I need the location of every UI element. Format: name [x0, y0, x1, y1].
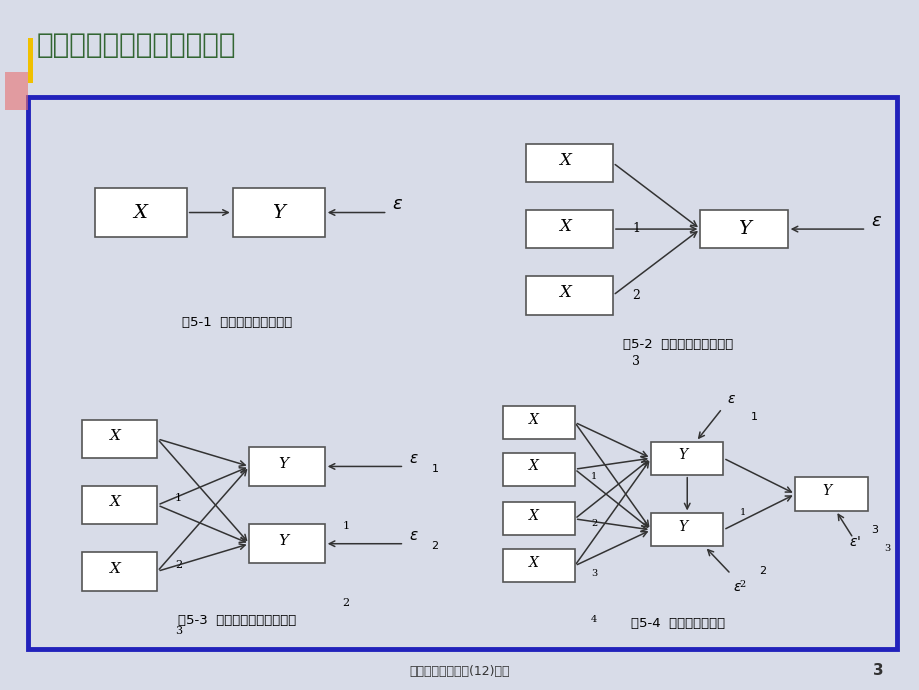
Text: $\varepsilon$: $\varepsilon$ [408, 451, 418, 466]
Text: 2: 2 [591, 519, 596, 528]
Text: X: X [559, 152, 570, 168]
Text: 1: 1 [431, 464, 438, 474]
Bar [502, 406, 574, 439]
Bar [795, 477, 867, 511]
Text: 3: 3 [871, 662, 882, 678]
Bar [525, 210, 612, 248]
Text: 3: 3 [175, 626, 182, 636]
Text: Y: Y [677, 448, 686, 462]
Bar [82, 420, 157, 458]
Text: X: X [110, 429, 120, 443]
Bar [95, 188, 187, 237]
Text: X: X [528, 556, 539, 570]
Text: 2: 2 [431, 542, 438, 551]
Text: 多元线性回归分析(12)课件: 多元线性回归分析(12)课件 [409, 664, 510, 678]
Bar [233, 188, 324, 237]
Bar [82, 552, 157, 591]
Text: X: X [559, 218, 570, 235]
Text: Y: Y [278, 534, 288, 548]
Text: 2: 2 [342, 598, 349, 609]
Text: X: X [110, 495, 120, 509]
Bar [249, 524, 324, 563]
Bar [699, 210, 787, 248]
Text: X: X [528, 413, 539, 426]
Text: 图5-1  一元回归分析路径图: 图5-1 一元回归分析路径图 [182, 317, 291, 329]
Text: 例如：各种回归分析的比较: 例如：各种回归分析的比较 [37, 31, 236, 59]
Bar [525, 276, 612, 315]
Text: 1: 1 [631, 222, 640, 235]
Bar [502, 502, 574, 535]
Text: Y: Y [737, 220, 750, 238]
Text: 图5-4  路径分析路径图: 图5-4 路径分析路径图 [630, 618, 725, 630]
Text: X: X [133, 204, 147, 221]
Text: 4: 4 [591, 615, 596, 624]
Bar [651, 513, 722, 546]
Text: 3: 3 [631, 355, 640, 368]
Text: 3: 3 [883, 544, 890, 553]
Text: 1: 1 [750, 412, 756, 422]
Text: X: X [528, 509, 539, 523]
Bar [525, 144, 612, 182]
Text: 1: 1 [342, 521, 349, 531]
Text: 2: 2 [739, 580, 745, 589]
Text: 1: 1 [175, 493, 182, 504]
Text: 2: 2 [631, 288, 640, 302]
Text: $\varepsilon$: $\varepsilon$ [732, 580, 742, 593]
Text: X: X [110, 562, 120, 575]
Text: $\varepsilon$': $\varepsilon$' [848, 535, 860, 549]
Text: 图5-2  多元回归分析路径图: 图5-2 多元回归分析路径图 [623, 339, 732, 351]
Text: X: X [528, 460, 539, 473]
Text: 2: 2 [175, 560, 182, 570]
Text: 1: 1 [591, 472, 596, 481]
Text: Y: Y [822, 484, 831, 498]
Text: 图5-3  多变量回归分析路径图: 图5-3 多变量回归分析路径图 [177, 615, 296, 627]
Text: 3: 3 [869, 525, 877, 535]
Text: $\varepsilon$: $\varepsilon$ [869, 212, 881, 230]
Text: 3: 3 [591, 569, 596, 578]
Bar [651, 442, 722, 475]
Bar [82, 486, 157, 524]
Bar [502, 549, 574, 582]
Text: Y: Y [272, 204, 285, 221]
Text: Y: Y [677, 520, 686, 534]
Text: $\varepsilon$: $\varepsilon$ [726, 392, 735, 406]
Text: 1: 1 [739, 508, 745, 517]
Text: $\varepsilon$: $\varepsilon$ [408, 528, 418, 543]
Text: Y: Y [278, 457, 288, 471]
Text: 2: 2 [758, 566, 766, 576]
Text: $\varepsilon$: $\varepsilon$ [391, 195, 403, 213]
Text: X: X [559, 284, 570, 301]
Bar [502, 453, 574, 486]
Bar [249, 447, 324, 486]
